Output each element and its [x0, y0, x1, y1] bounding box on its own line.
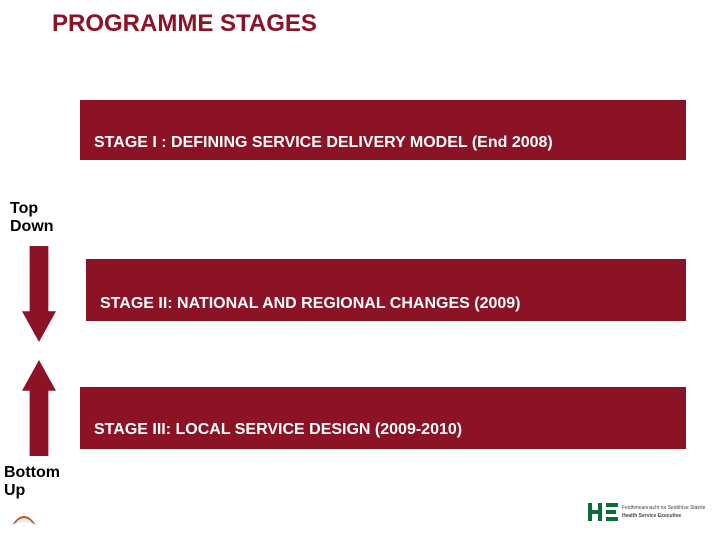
- arrow-up-icon: [22, 360, 56, 456]
- logo-hse-icon: Feidhmeannacht na Seirbhíse Sláinte Heal…: [586, 497, 706, 527]
- arrow-down-icon: [22, 246, 56, 342]
- slide-title: PROGRAMME STAGES: [52, 10, 317, 38]
- slide: PROGRAMME STAGES STAGE I : DEFINING SERV…: [0, 0, 720, 540]
- stage-label-2: STAGE II: NATIONAL AND REGIONAL CHANGES …: [100, 295, 520, 313]
- logo-hse-topline: Feidhmeannacht na Seirbhíse Sláinte: [622, 505, 706, 511]
- side-label-bottom-line2: Up: [4, 482, 25, 499]
- side-label-top-line1: Top: [10, 200, 38, 217]
- stage-box-2: STAGE II: NATIONAL AND REGIONAL CHANGES …: [86, 259, 686, 321]
- logo-left-icon: [8, 503, 40, 529]
- stage-label-3: STAGE III: LOCAL SERVICE DESIGN (2009-20…: [94, 421, 462, 439]
- stage-box-3: STAGE III: LOCAL SERVICE DESIGN (2009-20…: [80, 387, 686, 449]
- logo-hse: Feidhmeannacht na Seirbhíse Sláinte Heal…: [586, 497, 706, 532]
- side-label-top-line2: Down: [10, 218, 54, 235]
- side-label-bottom-line1: Bottom: [4, 464, 60, 481]
- logo-hse-bottomline: Health Service Executive: [622, 513, 681, 519]
- logo-left: [8, 503, 40, 534]
- side-label-top: Top Down: [10, 200, 54, 237]
- side-label-bottom: Bottom Up: [4, 464, 60, 501]
- stage-label-1: STAGE I : DEFINING SERVICE DELIVERY MODE…: [94, 134, 553, 152]
- stage-box-1: STAGE I : DEFINING SERVICE DELIVERY MODE…: [80, 100, 686, 160]
